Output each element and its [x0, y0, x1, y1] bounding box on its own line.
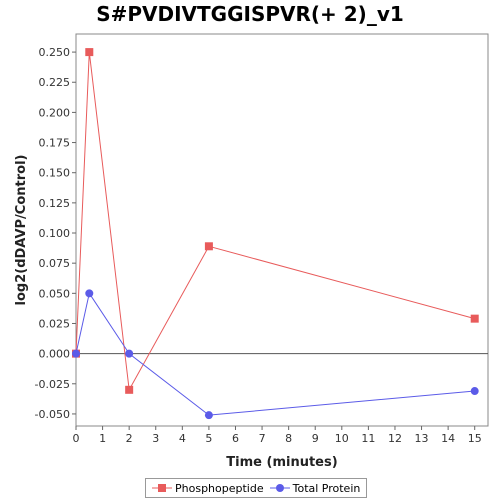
x-tick-label: 1 [99, 432, 106, 445]
x-tick-label: 13 [415, 432, 429, 445]
y-tick-label: 0.225 [39, 76, 71, 89]
data-point-total-protein [85, 289, 94, 298]
y-tick-label: 0.175 [39, 137, 71, 150]
data-point-total-protein [470, 387, 479, 396]
x-tick-label: 4 [179, 432, 186, 445]
y-tick-label: 0.100 [39, 227, 71, 240]
data-point-total-protein [125, 349, 134, 358]
y-tick-label: -0.050 [35, 408, 70, 421]
x-tick-label: 9 [312, 432, 319, 445]
y-tick-label: -0.025 [35, 378, 70, 391]
x-tick-label: 5 [205, 432, 212, 445]
plot-area [75, 33, 489, 427]
y-tick-label: 0.200 [39, 106, 71, 119]
series-layer [72, 48, 488, 420]
data-point-phosphopeptide [125, 385, 134, 394]
data-point-phosphopeptide [85, 48, 94, 57]
data-point-phosphopeptide [470, 314, 479, 323]
y-tick-label: 0.025 [39, 317, 71, 330]
data-point-phosphopeptide [204, 242, 213, 251]
x-tick-label: 11 [361, 432, 375, 445]
chart-title: S#PVDIVTGGISPVR(+ 2)_v1 [96, 2, 404, 26]
x-tick-label: 3 [152, 432, 159, 445]
data-point-total-protein [204, 411, 213, 420]
y-tick-label: 0.075 [39, 257, 71, 270]
x-tick-label: 8 [285, 432, 292, 445]
x-tick-label: 15 [468, 432, 482, 445]
x-tick-label: 2 [126, 432, 133, 445]
x-tick-label: 10 [335, 432, 349, 445]
legend: Phosphopeptide Total Protein [145, 478, 368, 498]
y-axis-ticks: -0.050 -0.025 0.000 0.025 0.050 0.075 0.100 0.1… [35, 46, 76, 421]
x-axis-ticks: 0 1 2 3 4 5 6 7 8 9 10 11 12 13 14 15 [73, 426, 482, 445]
x-tick-label: 0 [73, 432, 80, 445]
y-tick-label: 0.000 [39, 348, 71, 361]
y-tick-label: 0.250 [39, 46, 71, 59]
x-axis-title: Time (minutes) [226, 455, 337, 470]
y-tick-label: 0.050 [39, 287, 71, 300]
legend-item-total-protein: Total Protein [269, 481, 361, 495]
y-axis-title: log2(dDAVP/Control) [14, 155, 29, 306]
y-tick-label: 0.125 [39, 197, 71, 210]
x-tick-label: 7 [259, 432, 266, 445]
legend-marker-square-icon [152, 484, 172, 492]
legend-label-phosphopeptide: Phosphopeptide [175, 481, 264, 495]
x-tick-label: 12 [388, 432, 402, 445]
y-tick-label: 0.150 [39, 167, 71, 180]
data-point-total-protein [72, 349, 80, 358]
legend-item-phosphopeptide: Phosphopeptide [152, 482, 264, 495]
x-tick-label: 6 [232, 432, 239, 445]
x-tick-label: 14 [441, 432, 455, 445]
legend-label-total-protein: Total Protein [292, 481, 361, 495]
legend-marker-circle-icon [269, 484, 290, 492]
